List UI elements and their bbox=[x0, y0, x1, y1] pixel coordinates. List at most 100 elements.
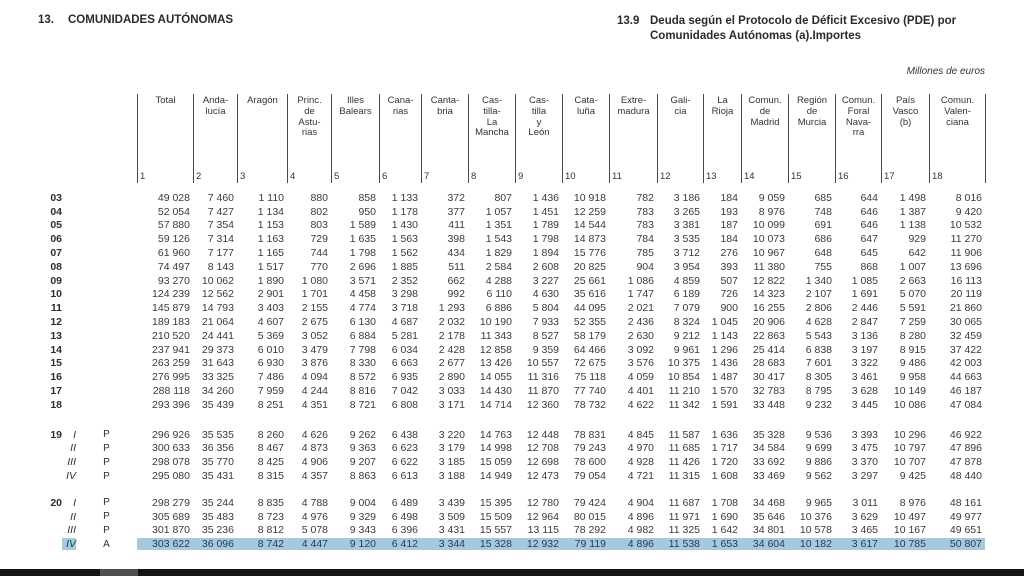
cell-value: 1 591 bbox=[711, 398, 738, 411]
cell-value: 1 487 bbox=[711, 371, 738, 384]
cell-value: 37 422 bbox=[949, 343, 982, 356]
cell-value: 10 086 bbox=[893, 398, 926, 411]
cell-value: 10 167 bbox=[893, 524, 926, 537]
row-status-marker: P bbox=[103, 456, 110, 468]
cell-value: 9 486 bbox=[899, 357, 926, 370]
cell-value: 36 356 bbox=[201, 442, 234, 455]
cell-value: 7 601 bbox=[805, 357, 832, 370]
cell-value: 9 262 bbox=[349, 428, 376, 441]
cell-value: 4 721 bbox=[627, 470, 654, 483]
cell-value: 8 976 bbox=[899, 496, 926, 509]
cell-value: 9 004 bbox=[349, 496, 376, 509]
row-year-label: 13 bbox=[50, 329, 62, 342]
cell-value: 11 325 bbox=[668, 524, 700, 537]
cell-value: 58 179 bbox=[573, 329, 606, 342]
column-number: 12 bbox=[660, 171, 671, 182]
cell-value: 10 967 bbox=[752, 247, 785, 260]
cell-value: 4 288 bbox=[485, 274, 512, 287]
cell-value: 7 314 bbox=[207, 233, 234, 246]
cell-value: 1 885 bbox=[391, 260, 418, 273]
cell-value: 2 608 bbox=[532, 260, 559, 273]
cell-value: 2 021 bbox=[627, 302, 654, 315]
cell-value: 782 bbox=[636, 191, 654, 204]
cell-value: 50 807 bbox=[929, 538, 985, 551]
cell-value: 992 bbox=[447, 288, 465, 301]
cell-value: 783 bbox=[636, 205, 654, 218]
cell-value: 12 448 bbox=[526, 428, 559, 441]
cell-value: 7 959 bbox=[257, 385, 284, 398]
cell-value: 9 120 bbox=[331, 538, 379, 551]
column-header: Canta- bria 7 bbox=[421, 94, 468, 183]
cell-value: 6 622 bbox=[391, 456, 418, 469]
row-quarter-label: III bbox=[67, 524, 76, 537]
column-header: Comun. Valen- ciana 18 bbox=[929, 94, 985, 183]
cell-value: 2 675 bbox=[301, 316, 328, 329]
cell-value: 10 797 bbox=[893, 442, 926, 455]
table-title-text: Deuda según el Protocolo de Déficit Exce… bbox=[650, 14, 956, 43]
cell-value: 298 279 bbox=[152, 496, 190, 509]
column-header-label: Canta- bria bbox=[430, 95, 460, 117]
cell-value: 3 227 bbox=[532, 274, 559, 287]
row-year-label: 14 bbox=[50, 343, 62, 356]
cell-value: 5 369 bbox=[257, 329, 284, 342]
column-number: 10 bbox=[565, 171, 576, 182]
cell-value: 8 324 bbox=[673, 316, 700, 329]
cell-value: 1 436 bbox=[532, 191, 559, 204]
cell-value: 11 426 bbox=[668, 456, 700, 469]
cell-value: 950 bbox=[358, 205, 376, 218]
cell-value: 6 613 bbox=[391, 470, 418, 483]
cell-value: 1 894 bbox=[532, 247, 559, 260]
cell-value: 1 045 bbox=[711, 316, 738, 329]
cell-value: 1 642 bbox=[711, 524, 738, 537]
table-row: IV P 295 080 35 431 8 315 4 357 8 863 6 613 3 18… bbox=[38, 469, 985, 483]
row-year-label: 07 bbox=[50, 247, 62, 260]
cell-value: 21 064 bbox=[201, 316, 234, 329]
column-header: Cana- rias 6 bbox=[379, 94, 421, 183]
cell-value: 1 165 bbox=[257, 247, 284, 260]
cell-value: 11 343 bbox=[480, 329, 512, 342]
cell-value: 1 351 bbox=[485, 219, 512, 232]
cell-value: 3 431 bbox=[438, 524, 465, 537]
cell-value: 2 847 bbox=[851, 316, 878, 329]
cell-value: 52 355 bbox=[573, 316, 606, 329]
cell-value: 10 854 bbox=[667, 371, 700, 384]
cell-value: 4 845 bbox=[627, 428, 654, 441]
cell-value: 15 509 bbox=[479, 510, 512, 523]
cell-value: 42 003 bbox=[949, 357, 982, 370]
cell-value: 10 785 bbox=[881, 538, 929, 551]
cell-value: 12 822 bbox=[752, 274, 785, 287]
cell-value: 14 998 bbox=[479, 442, 512, 455]
cell-value: 770 bbox=[310, 260, 328, 273]
cell-value: 7 933 bbox=[532, 316, 559, 329]
cell-value: 12 932 bbox=[515, 538, 562, 551]
row-quarter-label: IV bbox=[66, 470, 76, 483]
cell-value: 372 bbox=[447, 191, 465, 204]
row-quarter-label: IV bbox=[62, 538, 76, 551]
cell-value: 3 297 bbox=[851, 470, 878, 483]
cell-value: 2 630 bbox=[627, 329, 654, 342]
cell-value: 11 685 bbox=[668, 442, 700, 455]
cell-value: 7 354 bbox=[207, 219, 234, 232]
cell-value: 858 bbox=[358, 191, 376, 204]
cell-value: 434 bbox=[447, 247, 465, 260]
row-year-label: 18 bbox=[50, 398, 62, 411]
cell-value: 9 207 bbox=[349, 456, 376, 469]
cell-value: 10 073 bbox=[752, 233, 785, 246]
cell-value: 14 949 bbox=[479, 470, 512, 483]
cell-value: 398 bbox=[447, 233, 465, 246]
cell-value: 10 190 bbox=[479, 316, 512, 329]
cell-value: 35 616 bbox=[573, 288, 606, 301]
row-quarter-label: III bbox=[67, 456, 76, 469]
cell-value: 276 bbox=[720, 247, 738, 260]
cell-value: 645 bbox=[860, 247, 878, 260]
cell-value: 74 497 bbox=[157, 260, 190, 273]
table-title-line1: Deuda según el Protocolo de Déficit Exce… bbox=[650, 15, 957, 27]
cell-value: 48 161 bbox=[949, 496, 982, 509]
cell-value: 33 469 bbox=[752, 470, 785, 483]
column-header-label: Total bbox=[155, 95, 176, 106]
cell-value: 49 028 bbox=[157, 191, 190, 204]
cell-value: 3 535 bbox=[673, 233, 700, 246]
cell-value: 1 890 bbox=[257, 274, 284, 287]
cell-value: 1 789 bbox=[532, 219, 559, 232]
row-status-marker: P bbox=[103, 524, 110, 536]
